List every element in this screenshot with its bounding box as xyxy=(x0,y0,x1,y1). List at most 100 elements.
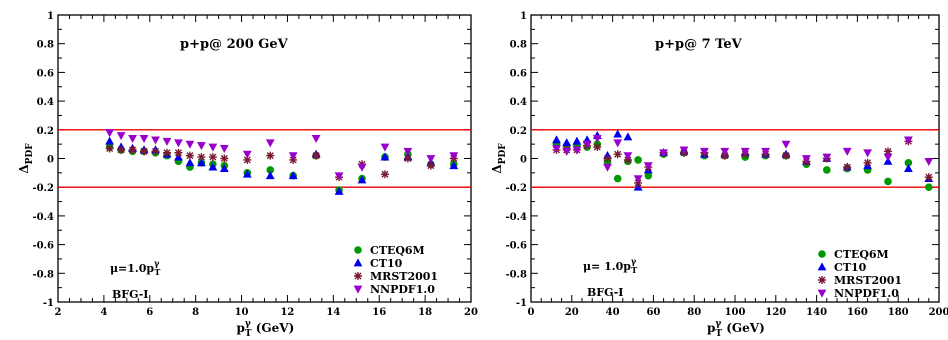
data-point xyxy=(105,136,115,145)
data-point xyxy=(623,132,633,141)
x-tick-label: 18 xyxy=(418,307,432,318)
data-point xyxy=(562,147,572,156)
data-point xyxy=(802,155,811,164)
data-point xyxy=(105,144,114,153)
data-point xyxy=(117,145,126,154)
chart-title: p+p@ 7 TeV xyxy=(655,37,743,52)
data-point xyxy=(208,162,218,171)
data-point xyxy=(185,140,195,149)
data-point xyxy=(449,152,459,161)
x-axis-label: pγ T (GeV) xyxy=(237,319,295,339)
data-point xyxy=(357,175,367,184)
data-point xyxy=(243,155,252,164)
data-point xyxy=(904,136,913,145)
y-tick-label: -0.8 xyxy=(32,269,54,280)
data-point xyxy=(592,135,602,144)
y-tick-label: 0.6 xyxy=(37,68,54,79)
data-point xyxy=(843,163,852,172)
data-point xyxy=(823,166,831,174)
y-tick-label: -1 xyxy=(43,298,54,309)
legend-marker xyxy=(354,246,362,254)
data-point xyxy=(312,151,321,160)
data-point xyxy=(266,166,275,174)
x-tick-label: 160 xyxy=(847,307,868,318)
legend-marker xyxy=(817,262,827,271)
data-point xyxy=(265,139,275,148)
x-tick-label: 80 xyxy=(687,307,701,318)
panel-1: 2 4 6 8 10 12 14 16 18 20 -1 -0.8 -0.6 -0.4 -0.2 0 0.2 0.… xyxy=(17,11,478,339)
x-tick-label: 120 xyxy=(765,307,786,318)
y-tick-label: 0 xyxy=(520,155,527,166)
y-tick-label: -1 xyxy=(516,298,527,309)
data-point xyxy=(863,158,872,167)
data-point xyxy=(174,148,183,157)
data-point xyxy=(242,169,252,178)
data-point xyxy=(151,136,160,145)
x-tick-label: 100 xyxy=(725,307,746,318)
data-point xyxy=(782,151,790,160)
data-point xyxy=(904,159,913,167)
legend-label: CTEQ6M xyxy=(834,248,889,261)
y-tick-label: -0.2 xyxy=(32,183,54,194)
data-point xyxy=(924,157,934,166)
y-tick-label: -0.6 xyxy=(32,241,54,252)
data-point xyxy=(700,147,709,156)
series-nnpdf1-0 xyxy=(552,135,934,184)
data-point xyxy=(334,172,344,181)
data-point xyxy=(185,151,194,160)
data-point xyxy=(403,154,412,163)
data-point xyxy=(403,147,413,156)
y-tick-label: 0.4 xyxy=(510,97,527,108)
x-tick-label: 60 xyxy=(646,307,660,318)
data-point xyxy=(572,146,582,155)
data-point xyxy=(552,135,561,144)
data-point xyxy=(105,129,115,138)
data-point xyxy=(572,136,582,145)
data-point xyxy=(761,147,770,156)
data-point xyxy=(552,145,561,154)
fragmentation-label: BFG-I xyxy=(112,288,148,301)
data-point xyxy=(266,151,275,160)
data-point xyxy=(116,132,126,141)
data-point xyxy=(128,135,137,144)
x-tick-label: 40 xyxy=(606,307,620,318)
legend-marker xyxy=(818,276,826,284)
data-point xyxy=(659,149,668,158)
data-point xyxy=(842,147,852,156)
legend-marker xyxy=(818,250,826,258)
y-tick-label: 1 xyxy=(520,11,527,22)
x-tick-label: 6 xyxy=(146,307,153,318)
data-point xyxy=(449,161,459,170)
data-point xyxy=(634,156,642,164)
legend-label: MRST2001 xyxy=(370,270,438,283)
x-tick-label: 200 xyxy=(929,307,948,318)
data-point xyxy=(265,171,275,180)
chart-title: p+p@ 200 GeV xyxy=(180,37,289,52)
data-point xyxy=(197,153,206,162)
x-tick-label: 140 xyxy=(806,307,827,318)
y-tick-label: 0.2 xyxy=(37,126,54,137)
y-tick-label: 0.8 xyxy=(37,40,54,51)
legend-label: CT10 xyxy=(370,257,403,270)
data-point xyxy=(822,153,832,162)
legend-marker xyxy=(817,289,827,298)
data-point xyxy=(904,163,913,172)
data-point xyxy=(140,147,149,156)
legend-label: CTEQ6M xyxy=(370,244,425,257)
x-tick-label: 20 xyxy=(464,307,478,318)
data-point xyxy=(613,150,622,159)
data-point xyxy=(242,150,252,159)
data-point xyxy=(197,142,206,151)
data-point xyxy=(288,171,298,180)
x-tick-label: 12 xyxy=(280,307,294,318)
legend-label: CT10 xyxy=(834,261,867,274)
y-tick-label: -0.8 xyxy=(505,269,527,280)
data-point xyxy=(380,152,390,161)
data-point xyxy=(288,152,298,161)
data-point xyxy=(884,177,892,186)
data-point xyxy=(562,138,572,147)
data-point xyxy=(185,158,195,167)
data-point xyxy=(593,143,602,152)
data-point xyxy=(162,137,172,146)
